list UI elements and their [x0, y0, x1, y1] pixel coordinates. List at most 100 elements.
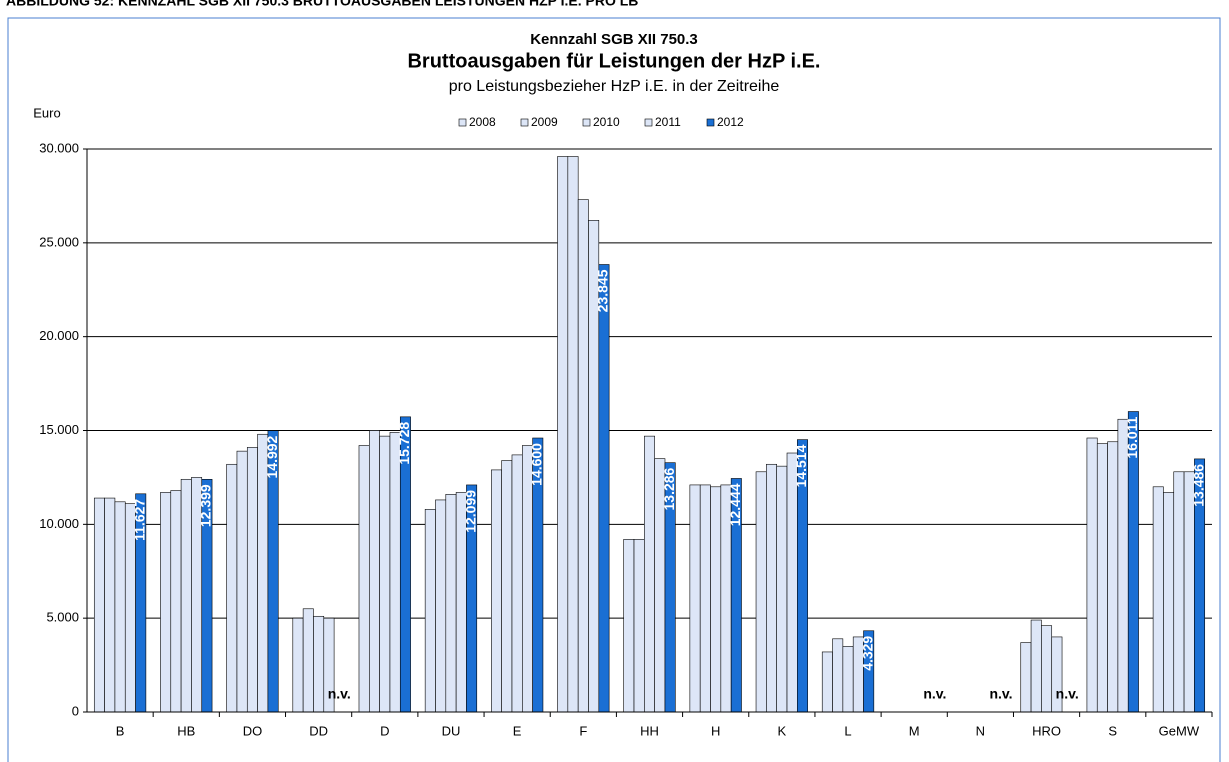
bar: [842, 646, 854, 713]
bar: [557, 156, 569, 713]
bar: [821, 651, 833, 713]
bar: [1107, 441, 1119, 713]
value-label: 16.011: [1124, 416, 1140, 458]
value-label: n.v.: [1056, 686, 1079, 702]
bar: [832, 638, 844, 713]
supertitle: Kennzahl SGB XII 750.3: [530, 31, 698, 48]
x-tick-label: S: [1108, 723, 1117, 738]
value-label: 15.728: [396, 422, 412, 465]
bar: [1163, 492, 1175, 713]
bar: [1020, 642, 1032, 713]
bar: [644, 435, 655, 713]
x-tick-label: F: [579, 723, 587, 738]
value-label: 14.992: [264, 435, 280, 478]
bar: [491, 469, 502, 713]
x-tick-label: L: [844, 723, 851, 738]
bar: [1183, 471, 1195, 713]
bar: [236, 450, 248, 713]
y-tick-label: 25.000: [39, 234, 79, 249]
bar: [445, 494, 457, 713]
bar: [786, 452, 798, 713]
legend-swatch: [644, 118, 653, 127]
legend-swatch: [520, 118, 529, 127]
bar: [776, 465, 788, 713]
bar: [246, 447, 258, 713]
bar: [292, 617, 304, 713]
bar: [633, 539, 645, 713]
frame: [7, 17, 1221, 762]
x-tick-label: N: [976, 723, 985, 738]
x-tick-label: H: [711, 723, 720, 738]
bar: [1041, 625, 1053, 713]
y-tick-label: 15.000: [39, 422, 79, 437]
bar: [358, 445, 370, 713]
x-tick-label: B: [116, 723, 125, 738]
legend-label: 2010: [593, 115, 620, 129]
y-tick-label: 30.000: [39, 140, 79, 155]
bar: [170, 490, 182, 713]
bar: [1152, 486, 1164, 713]
x-tick-label: HRO: [1032, 723, 1061, 738]
bar: [577, 199, 589, 713]
y-tick-label: 20.000: [39, 328, 79, 343]
legend-label: 2008: [469, 115, 496, 129]
bar: [424, 509, 436, 713]
legend-swatch: [582, 118, 591, 127]
legend-label: 2009: [531, 115, 558, 129]
value-label: n.v.: [989, 686, 1012, 702]
chart-subtitle: pro Leistungsbezieher HzP i.E. in der Ze…: [449, 78, 780, 95]
bar: [389, 432, 401, 713]
figure-caption: ABBILDUNG 52: KENNZAHL SGB XII 750.3 BRU…: [6, 0, 638, 9]
bar: [1173, 471, 1185, 713]
legend-swatch: [458, 118, 467, 127]
value-label: 12.399: [198, 484, 214, 527]
bar: [104, 497, 116, 713]
y-tick-label: 10.000: [39, 516, 79, 531]
bar: [379, 435, 391, 713]
bar: [501, 460, 513, 713]
legend-label: 2011: [655, 115, 681, 129]
bar: [567, 156, 579, 713]
x-tick-label: D: [380, 723, 389, 738]
legend-label: 2012: [717, 115, 744, 129]
value-label: 13.286: [661, 467, 677, 510]
x-tick-label: E: [513, 723, 522, 738]
bar: [93, 497, 105, 713]
bar: [1117, 418, 1129, 713]
bar: [313, 615, 325, 713]
bar: [1030, 619, 1042, 713]
bar: [180, 478, 192, 713]
bar: [766, 463, 777, 713]
y-tick-label: 5.000: [46, 610, 79, 625]
value-label: 12.099: [462, 490, 478, 533]
y-axis-label: Euro: [33, 105, 60, 120]
chart-title: Bruttoausgaben für Leistungen der HzP i.…: [407, 50, 820, 72]
bar: [226, 463, 238, 713]
bar: [699, 484, 711, 713]
x-tick-label: M: [909, 723, 920, 738]
x-tick-label: K: [778, 723, 787, 738]
bar: [1096, 443, 1108, 713]
value-label: 23.845: [595, 269, 611, 312]
bar: [114, 501, 126, 713]
value-label: 13.486: [1190, 464, 1206, 507]
bar: [623, 539, 635, 713]
bar: [598, 264, 610, 713]
y-tick-label: 0: [72, 703, 79, 718]
bar: [160, 492, 172, 713]
bar: [511, 454, 523, 713]
x-tick-label: DU: [442, 723, 461, 738]
value-label: 11.627: [131, 499, 147, 541]
x-tick-label: DD: [309, 723, 328, 738]
bar: [710, 486, 722, 713]
bar: [435, 499, 447, 713]
x-tick-label: HB: [177, 723, 195, 738]
bar: [302, 608, 314, 713]
x-tick-label: HH: [640, 723, 659, 738]
value-label: 12.444: [727, 483, 743, 526]
x-tick-label: GeMW: [1159, 723, 1200, 738]
bar: [1086, 437, 1098, 713]
value-label: 14.600: [528, 443, 544, 486]
